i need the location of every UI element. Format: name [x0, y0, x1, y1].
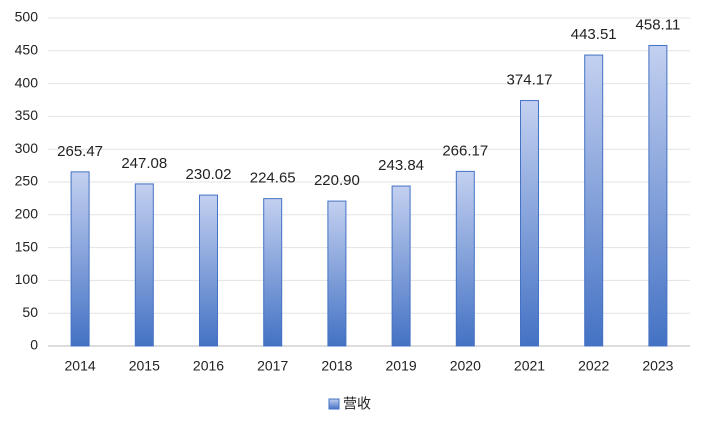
x-tick-label: 2018	[321, 358, 352, 374]
data-label: 220.90	[314, 172, 360, 189]
y-tick-label: 200	[15, 206, 39, 222]
x-tick-label: 2015	[129, 358, 160, 374]
bar	[327, 200, 347, 347]
bar	[584, 54, 604, 347]
bar	[263, 198, 283, 347]
bar	[134, 183, 154, 347]
x-tick-label: 2020	[450, 358, 481, 374]
x-tick-label: 2016	[193, 358, 224, 374]
y-tick-label: 350	[15, 107, 39, 123]
bar	[648, 44, 668, 347]
data-label: 224.65	[250, 170, 296, 187]
y-tick-label: 300	[15, 140, 39, 156]
x-tick-label: 2014	[65, 358, 96, 374]
y-tick-label: 100	[15, 271, 39, 287]
y-tick-label: 50	[22, 304, 38, 320]
data-label: 458.11	[636, 16, 681, 33]
x-tick-label: 2022	[578, 358, 609, 374]
bar	[70, 171, 90, 347]
bar	[391, 185, 411, 347]
data-label: 266.17	[442, 142, 488, 159]
bar	[455, 170, 475, 347]
data-label: 265.47	[57, 143, 103, 160]
data-label: 243.84	[378, 157, 424, 174]
y-tick-label: 400	[15, 74, 39, 90]
data-label: 443.51	[571, 26, 617, 43]
legend-label: 营收	[343, 396, 371, 412]
y-tick-label: 250	[15, 173, 39, 189]
data-label: 374.17	[507, 72, 553, 89]
bar	[199, 194, 218, 347]
x-tick-label: 2023	[642, 358, 673, 374]
bar	[520, 100, 539, 347]
legend-swatch	[328, 398, 340, 410]
data-label: 247.08	[121, 155, 167, 172]
x-tick-label: 2021	[514, 358, 545, 374]
y-tick-label: 0	[30, 337, 38, 353]
y-tick-label: 450	[15, 42, 39, 58]
x-tick-label: 2017	[257, 358, 288, 374]
y-tick-label: 500	[15, 9, 39, 25]
x-tick-label: 2019	[386, 358, 417, 374]
data-label: 230.02	[186, 166, 232, 183]
y-tick-label: 150	[15, 238, 39, 254]
